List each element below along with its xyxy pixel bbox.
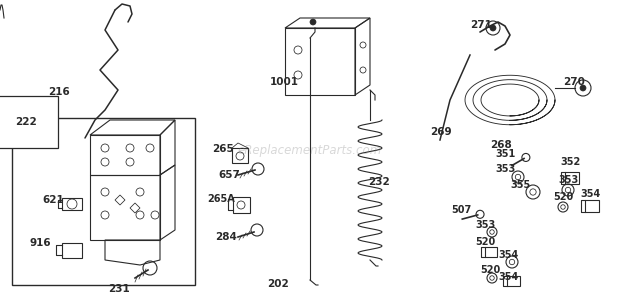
Text: 621: 621	[42, 195, 64, 205]
Text: 268: 268	[490, 140, 511, 150]
Text: 265: 265	[212, 144, 234, 154]
Text: 353: 353	[475, 220, 495, 230]
Text: 202: 202	[267, 279, 289, 289]
Text: 216: 216	[48, 87, 69, 97]
Text: 520: 520	[475, 237, 495, 247]
Text: 916: 916	[30, 238, 51, 248]
Text: 520: 520	[480, 265, 500, 275]
Text: 271: 271	[470, 20, 492, 30]
Text: eReplacementParts.com: eReplacementParts.com	[238, 144, 382, 157]
Text: 353: 353	[495, 164, 515, 174]
Text: 269: 269	[430, 127, 451, 137]
Text: 284: 284	[215, 232, 237, 242]
Text: 352: 352	[560, 157, 580, 167]
Text: 265A: 265A	[207, 194, 235, 204]
Bar	[12, 118, 195, 285]
Circle shape	[580, 85, 586, 91]
Text: 520: 520	[553, 192, 574, 202]
Text: 1001: 1001	[270, 77, 299, 87]
Text: 354: 354	[498, 250, 518, 260]
Text: 270: 270	[563, 77, 585, 87]
Circle shape	[490, 25, 496, 31]
Text: 354: 354	[580, 189, 600, 199]
Text: 222: 222	[15, 117, 37, 127]
Text: 354: 354	[498, 272, 518, 282]
Text: 232: 232	[368, 177, 390, 187]
Text: 351: 351	[495, 149, 515, 159]
Text: 353: 353	[558, 175, 578, 185]
Circle shape	[310, 19, 316, 25]
Text: 657: 657	[218, 170, 240, 180]
Text: 231: 231	[108, 284, 130, 294]
Text: 355: 355	[510, 180, 530, 190]
Text: 507: 507	[451, 205, 471, 215]
